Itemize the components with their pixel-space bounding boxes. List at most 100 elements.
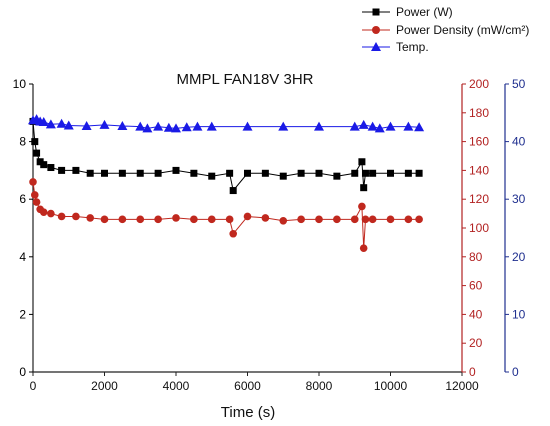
data-point-power bbox=[58, 166, 66, 174]
data-point-power-density bbox=[415, 215, 423, 224]
data-point-power bbox=[172, 166, 180, 174]
data-point-power bbox=[358, 158, 366, 166]
x-axis-label: Time (s) bbox=[221, 404, 275, 421]
data-point-temp bbox=[414, 122, 425, 132]
data-point-temp bbox=[135, 121, 146, 131]
data-point-power-density bbox=[190, 215, 198, 224]
right-outer-y-tick-label: 0 bbox=[512, 365, 519, 379]
legend-label-power-density: Power Density (mW/cm²) bbox=[396, 23, 529, 37]
data-point-power-density bbox=[136, 215, 145, 224]
left-y-tick-label: 6 bbox=[19, 192, 26, 206]
right-outer-y-tick-label: 40 bbox=[512, 135, 526, 149]
data-point-temp bbox=[56, 118, 67, 128]
data-point-temp bbox=[206, 121, 217, 131]
axis-ticks: 0 2000 4000 6000 8000 10000 120000246810020406… bbox=[13, 77, 526, 393]
legend-entry-temp: Temp. bbox=[362, 40, 429, 54]
data-point-temp bbox=[374, 123, 385, 133]
x-tick-label: 8000 bbox=[306, 379, 333, 393]
data-point-power bbox=[361, 169, 369, 177]
legend-label-temp: Temp. bbox=[396, 40, 429, 54]
data-point-power-density bbox=[57, 212, 66, 221]
data-point-power bbox=[333, 172, 341, 180]
data-point-power-density bbox=[243, 212, 252, 221]
data-point-power bbox=[404, 169, 412, 177]
data-point-power-density bbox=[100, 215, 109, 224]
data-point-power-density bbox=[154, 215, 162, 224]
data-point-power bbox=[351, 169, 359, 177]
data-point-power bbox=[136, 169, 144, 177]
data-point-power bbox=[315, 169, 323, 177]
right-inner-y-tick-label: 180 bbox=[469, 106, 489, 120]
data-point-power-density bbox=[47, 209, 55, 218]
data-point-temp bbox=[153, 121, 164, 131]
right-outer-y-tick-label: 30 bbox=[512, 192, 526, 206]
right-inner-y-tick-label: 160 bbox=[469, 135, 489, 149]
data-point-power bbox=[36, 158, 44, 166]
data-point-power-density bbox=[261, 214, 270, 222]
data-point-power-density bbox=[172, 214, 180, 222]
x-tick-label: 0 bbox=[30, 379, 37, 393]
data-point-power-density bbox=[29, 178, 37, 186]
data-point-power bbox=[40, 161, 48, 169]
data-point-temp bbox=[403, 121, 414, 131]
data-point-temp bbox=[81, 121, 92, 131]
data-point-power-density bbox=[118, 215, 127, 224]
data-point-power-density bbox=[297, 215, 305, 224]
right-inner-y-tick-label: 200 bbox=[469, 77, 489, 91]
data-point-power bbox=[190, 169, 198, 177]
data-point-power-density bbox=[207, 215, 216, 224]
data-point-temp bbox=[63, 120, 74, 130]
data-point-power-density bbox=[30, 191, 39, 199]
data-point-temp bbox=[349, 121, 360, 131]
data-point-temp bbox=[314, 121, 324, 131]
legend-marker-power-density bbox=[372, 26, 380, 34]
data-point-power bbox=[261, 169, 269, 177]
right-inner-y-tick-label: 80 bbox=[469, 250, 483, 264]
right-inner-y-tick-label: 20 bbox=[469, 336, 483, 350]
data-point-power-density bbox=[368, 215, 377, 224]
data-point-power bbox=[229, 187, 237, 195]
data-point-power bbox=[208, 172, 216, 180]
data-point-power-density bbox=[361, 215, 370, 224]
data-point-power bbox=[387, 169, 394, 177]
legend-label-power: Power (W) bbox=[396, 5, 453, 19]
series-temp bbox=[28, 114, 425, 133]
legend-entry-power: Power (W) bbox=[362, 5, 453, 19]
series-line-temp bbox=[32, 118, 420, 129]
data-point-power bbox=[244, 169, 251, 177]
data-point-power bbox=[279, 172, 287, 180]
data-point-temp bbox=[45, 119, 56, 129]
data-point-power-density bbox=[229, 229, 237, 238]
series-layer bbox=[28, 114, 425, 252]
data-point-power bbox=[360, 184, 368, 192]
data-point-temp bbox=[367, 121, 378, 131]
data-point-power-density bbox=[350, 215, 359, 224]
x-tick-label: 4000 bbox=[163, 379, 190, 393]
x-tick-label: 10000 bbox=[374, 379, 408, 393]
data-point-temp bbox=[192, 121, 203, 131]
data-point-temp bbox=[117, 121, 128, 131]
legend: Power (W) Power Density (mW/cm²) Temp. bbox=[362, 5, 529, 54]
legend-marker-power bbox=[372, 8, 380, 16]
left-y-tick-label: 10 bbox=[13, 77, 27, 91]
data-point-temp bbox=[38, 117, 49, 127]
legend-entry-power-density: Power Density (mW/cm²) bbox=[362, 23, 529, 37]
data-point-power bbox=[118, 169, 126, 177]
chart-title: MMPL FAN18V 3HR bbox=[177, 71, 314, 88]
data-point-power-density bbox=[315, 215, 323, 224]
data-point-power-density bbox=[32, 198, 41, 206]
data-point-power bbox=[101, 169, 108, 177]
data-point-power bbox=[86, 169, 94, 177]
data-point-power bbox=[297, 169, 305, 177]
right-outer-y-tick-label: 20 bbox=[512, 250, 526, 264]
data-point-power bbox=[369, 169, 377, 177]
data-point-power-density bbox=[279, 217, 288, 225]
right-inner-y-tick-label: 120 bbox=[469, 192, 489, 206]
data-point-temp bbox=[142, 123, 153, 133]
x-tick-label: 12000 bbox=[445, 379, 479, 393]
right-inner-y-tick-label: 60 bbox=[469, 279, 483, 293]
right-outer-y-tick-label: 10 bbox=[512, 307, 526, 321]
right-inner-y-tick-label: 40 bbox=[469, 307, 483, 321]
left-y-tick-label: 8 bbox=[19, 135, 26, 149]
